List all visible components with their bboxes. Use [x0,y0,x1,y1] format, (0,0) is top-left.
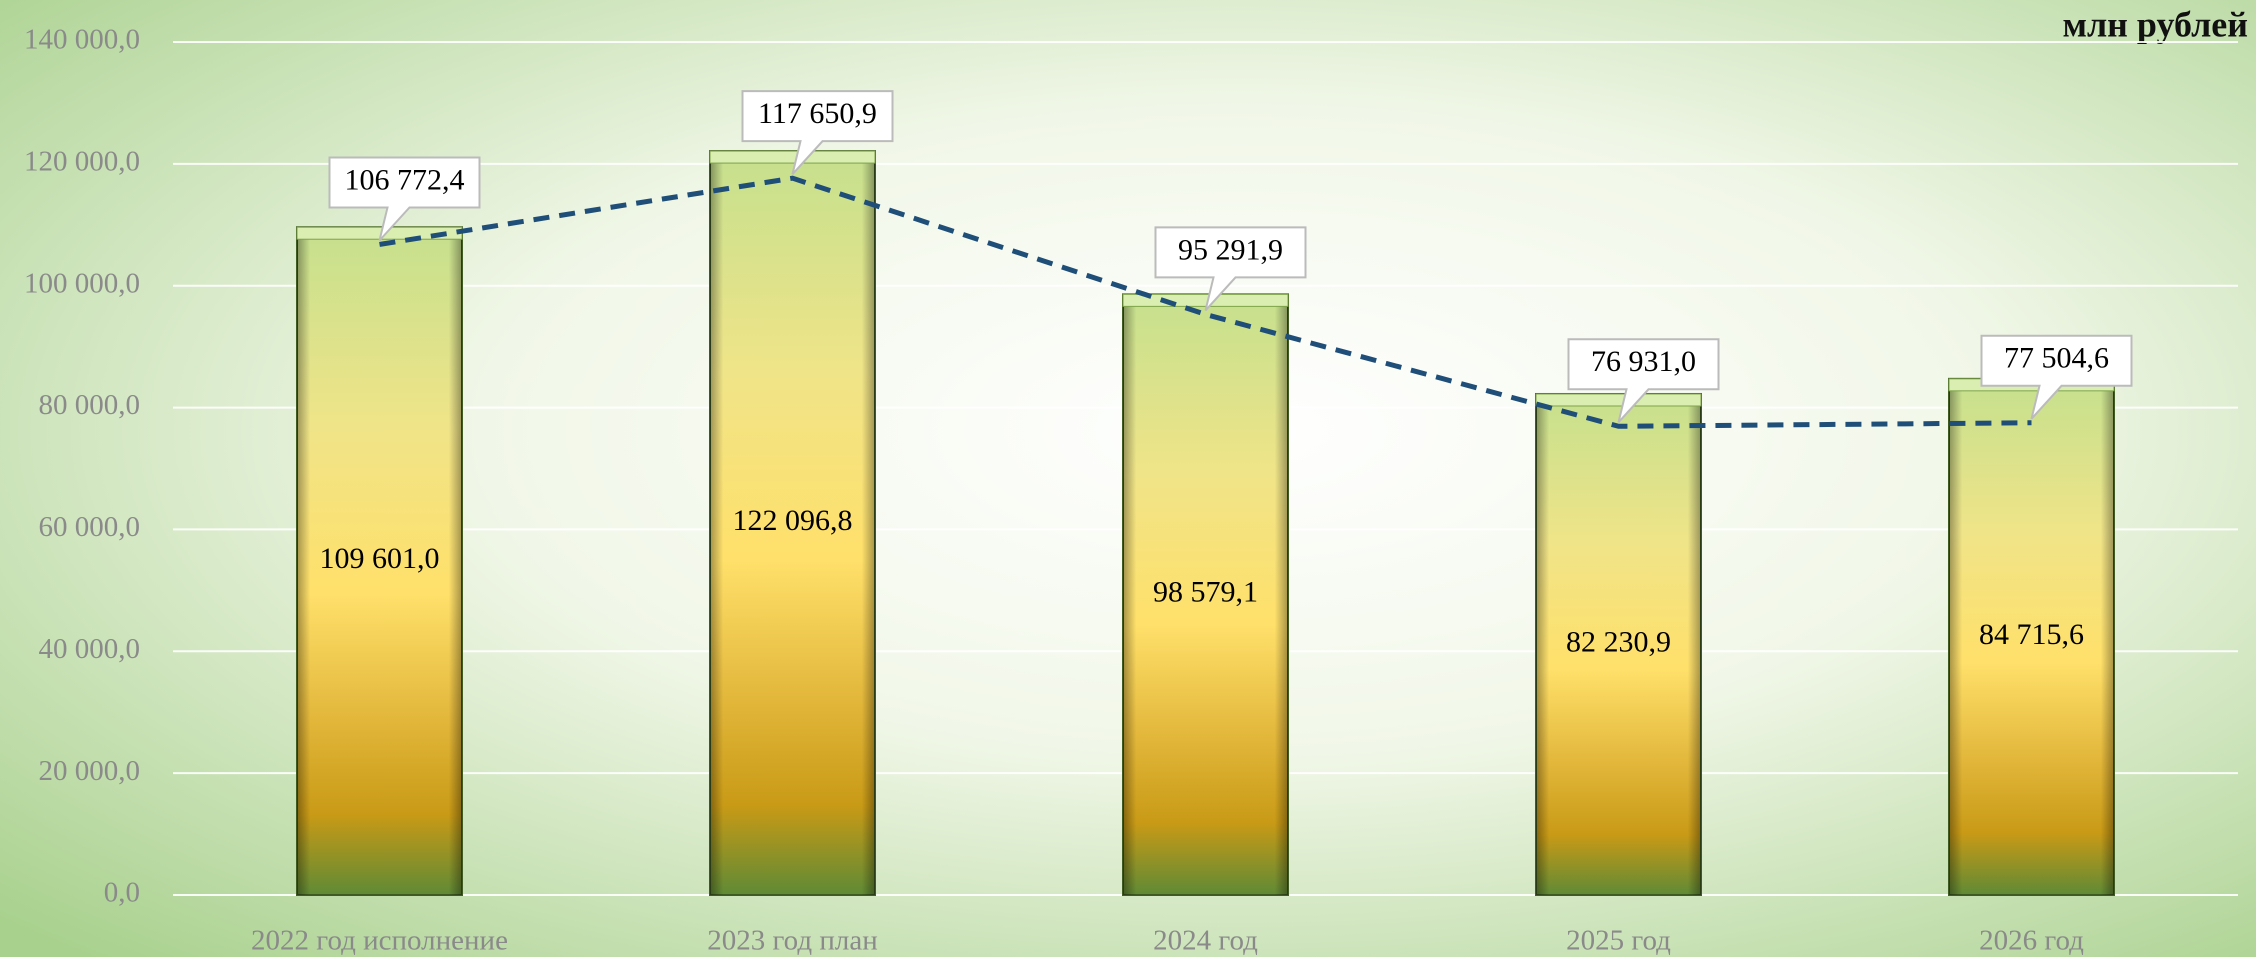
bar-group [709,150,876,896]
line-value-label: 77 504,6 [2004,342,2109,375]
line [379,175,2032,429]
callout [1154,226,1307,312]
bar-group [1122,293,1289,896]
bar-value-label: 84 715,6 [1979,618,2084,651]
y-tick-label: 80 000,0 [39,389,141,421]
line-value-label: 106 772,4 [345,163,465,196]
y-tick-label: 0,0 [104,877,140,909]
bar-value-label: 109 601,0 [320,542,440,575]
bar-group [296,226,463,897]
x-tick-label: 2022 год исполнение [251,925,508,957]
x-tick-label: 2024 год [1153,925,1258,957]
y-tick-label: 140 000,0 [24,24,140,56]
callout [1567,338,1720,423]
bar-shade [1536,393,1701,895]
x-tick-label: 2023 год план [707,925,877,957]
bar-shade [1949,378,2114,895]
unit-label: млн рублей [2062,4,2248,44]
bar-value-label: 82 230,9 [1566,625,1671,658]
callout [1980,334,2133,420]
bar-cap [1535,393,1702,407]
callout [328,156,481,242]
y-tick-label: 120 000,0 [24,146,140,178]
bar-value-label: 122 096,8 [733,504,853,537]
line-value-label: 76 931,0 [1591,345,1696,378]
bar-shade [1123,294,1288,896]
line-value-label: 117 650,9 [758,97,877,130]
bar-shade [297,227,462,895]
y-tick-label: 20 000,0 [39,755,141,787]
y-tick-label: 60 000,0 [39,511,141,543]
callout [741,90,894,175]
bar-shade [710,151,875,895]
bar-group [1535,392,1702,896]
x-tick-label: 2025 год [1566,925,1671,957]
y-tick-label: 100 000,0 [24,267,140,299]
bar-value-label: 98 579,1 [1153,576,1258,609]
bar-cap [709,150,876,164]
x-tick-label: 2026 год [1979,925,2084,957]
y-tick-label: 40 000,0 [39,633,141,665]
line-value-label: 95 291,9 [1178,233,1283,266]
